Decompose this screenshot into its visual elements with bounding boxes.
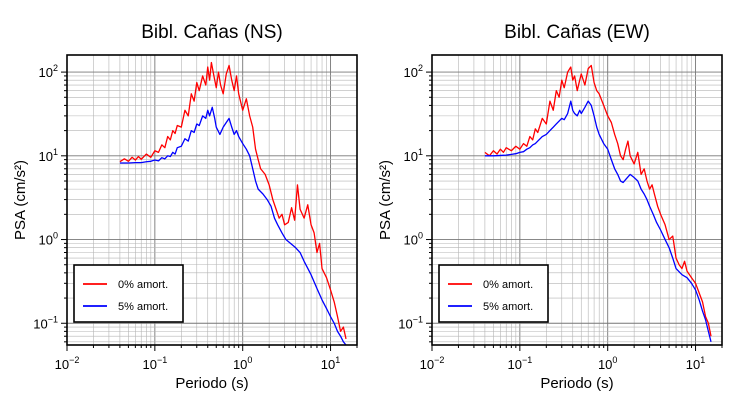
y-axis-label: PSA (cm/s²) bbox=[12, 160, 29, 240]
series-line-damped bbox=[119, 106, 347, 345]
x-tick-label: 101 bbox=[686, 355, 705, 372]
chart-title: Bibl. Cañas (NS) bbox=[141, 22, 283, 43]
y-tick-label: 101 bbox=[404, 147, 423, 164]
grid bbox=[66, 55, 358, 345]
series-line-undamped bbox=[119, 61, 347, 340]
y-tick-label: 100 bbox=[404, 231, 423, 248]
legend: 0% amort. 5% amort. bbox=[438, 264, 549, 323]
x-tick-label: 10−2 bbox=[55, 355, 80, 372]
legend-label: 5% amort. bbox=[118, 301, 168, 313]
x-tick-label: 10−1 bbox=[142, 355, 167, 372]
chart-panel-1: 10−2 10−1 100 101 10−1 100 101 102 Bibl. Cañas (… bbox=[12, 22, 358, 392]
chart-title: Bibl. Cañas (EW) bbox=[504, 22, 650, 43]
chart-panel-2: 10−2 10−1 100 101 10−1 100 101 102 Bibl. Cañas (… bbox=[377, 22, 723, 392]
x-tick-label: 100 bbox=[598, 355, 617, 372]
y-tick-label: 102 bbox=[404, 63, 423, 80]
x-tick-label: 10−2 bbox=[420, 355, 445, 372]
y-tick-label: 101 bbox=[39, 147, 58, 164]
y-tick-label: 10−1 bbox=[398, 314, 423, 331]
x-axis-label: Periodo (s) bbox=[540, 375, 613, 392]
legend-label: 5% amort. bbox=[483, 301, 533, 313]
legend-label: 0% amort. bbox=[118, 279, 168, 291]
legend-label: 0% amort. bbox=[483, 279, 533, 291]
y-tick-label: 102 bbox=[39, 63, 58, 80]
y-tick-label: 100 bbox=[39, 231, 58, 248]
y-tick-label: 10−1 bbox=[33, 314, 58, 331]
y-axis-label: PSA (cm/s²) bbox=[377, 160, 394, 240]
x-tick-label: 100 bbox=[233, 355, 252, 372]
series-line-damped bbox=[484, 100, 712, 342]
x-axis-label: Periodo (s) bbox=[175, 375, 248, 392]
legend: 0% amort. 5% amort. bbox=[73, 264, 184, 323]
legend-box bbox=[438, 264, 549, 323]
series-line-undamped bbox=[484, 64, 712, 337]
x-tick-label: 10−1 bbox=[507, 355, 532, 372]
legend-box bbox=[73, 264, 184, 323]
x-tick-label: 101 bbox=[321, 355, 340, 372]
